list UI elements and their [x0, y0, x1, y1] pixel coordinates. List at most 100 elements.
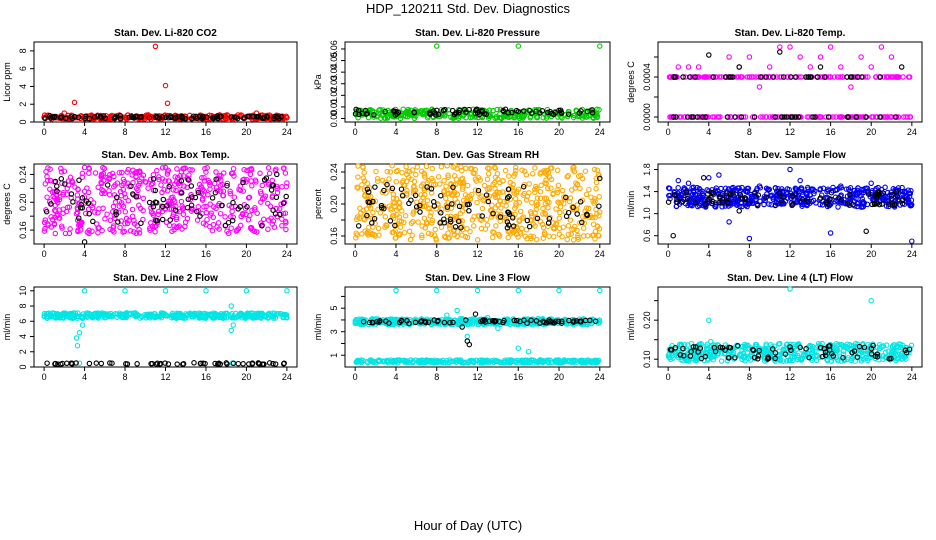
data-point-primary: [205, 177, 211, 184]
data-point-primary: [388, 207, 394, 213]
data-point-primary: [229, 208, 235, 215]
data-point-secondary: [817, 64, 824, 70]
data-point-secondary: [172, 114, 179, 121]
data-point-secondary: [475, 187, 482, 194]
data-point-primary: [833, 114, 839, 120]
data-point-primary: [904, 114, 911, 120]
data-point-primary: [586, 186, 592, 193]
data-point-primary: [259, 182, 266, 189]
data-point-primary: [112, 199, 119, 205]
data-point-primary: [808, 114, 815, 120]
data-point-primary: [372, 198, 379, 204]
data-point-secondary: [680, 74, 686, 80]
data-point-primary: [484, 222, 491, 228]
data-point-primary: [119, 202, 125, 208]
data-point-primary: [374, 178, 381, 184]
data-point-secondary: [827, 196, 833, 202]
data-point-primary: [796, 74, 802, 80]
data-point-primary: [532, 165, 538, 171]
data-point-primary: [451, 228, 457, 235]
data-point-primary: [560, 224, 566, 230]
data-point-primary: [441, 177, 447, 184]
data-point-secondary: [505, 110, 511, 116]
data-point-primary: [481, 182, 488, 189]
data-point-secondary: [71, 113, 78, 120]
data-point-primary: [106, 187, 112, 194]
data-point-primary: [387, 169, 394, 175]
data-point-primary: [392, 227, 398, 234]
data-point-secondary: [392, 222, 398, 229]
data-point-primary: [124, 220, 131, 227]
data-point-primary: [220, 192, 227, 199]
data-point-primary: [784, 186, 791, 192]
x-tick-label: 16: [513, 249, 523, 259]
data-point-primary: [697, 194, 703, 200]
data-point-primary: [564, 236, 570, 243]
data-point-secondary: [129, 114, 136, 121]
data-point-primary: [542, 180, 548, 186]
data-point-primary: [107, 226, 113, 233]
data-point-secondary: [684, 114, 691, 120]
data-point-secondary: [722, 74, 729, 80]
data-point-primary: [516, 199, 523, 206]
data-point-secondary: [808, 74, 814, 80]
data-point-primary: [515, 43, 522, 49]
data-point-primary: [711, 114, 718, 120]
data-point-primary: [580, 233, 587, 239]
x-tick-label: 0: [353, 249, 358, 259]
data-point-primary: [581, 220, 588, 226]
data-point-secondary: [710, 74, 717, 80]
y-tick-label: 1.4: [642, 185, 652, 198]
data-point-primary: [122, 288, 128, 294]
data-point-primary: [245, 217, 252, 223]
data-point-primary: [399, 208, 405, 214]
data-point-primary: [355, 163, 361, 169]
data-point-primary: [819, 202, 826, 208]
data-point-primary: [525, 348, 532, 355]
data-point-secondary: [241, 115, 248, 121]
data-point-secondary: [597, 175, 603, 182]
data-point-primary: [556, 287, 562, 294]
data-point-primary: [757, 114, 764, 120]
data-point-primary: [238, 213, 244, 220]
data-point-secondary: [877, 114, 883, 120]
plot-title: Stan. Dev. Line 3 Flow: [425, 273, 530, 284]
data-point-secondary: [188, 202, 195, 209]
data-point-primary: [583, 205, 590, 211]
data-point-primary: [550, 191, 556, 198]
data-point-primary: [883, 74, 890, 80]
plot-title: Stan. Dev. Li-820 Temp.: [735, 28, 846, 39]
x-tick-label: 16: [826, 249, 836, 259]
data-point-primary: [756, 183, 763, 189]
data-point-secondary: [235, 360, 242, 367]
data-point-primary: [213, 185, 220, 191]
data-point-primary: [550, 224, 557, 231]
data-point-secondary: [411, 109, 417, 115]
data-point-primary: [797, 54, 803, 60]
data-point-secondary: [456, 109, 462, 116]
data-point-secondary: [68, 191, 75, 197]
data-point-secondary: [399, 193, 406, 199]
data-point-primary: [243, 288, 250, 294]
data-point-primary: [532, 183, 539, 190]
data-point-primary: [698, 196, 704, 203]
data-point-primary: [201, 178, 208, 184]
data-point-primary: [95, 184, 101, 191]
data-point-primary: [517, 208, 524, 215]
data-point-primary: [868, 180, 874, 187]
data-point-primary: [495, 202, 501, 208]
data-point-primary: [396, 199, 402, 205]
data-point-secondary: [146, 114, 153, 121]
data-point-primary: [353, 235, 359, 241]
y-tick-label: 8: [18, 304, 28, 309]
data-point-secondary: [444, 204, 451, 210]
data-point-primary: [51, 189, 58, 196]
data-point-primary: [267, 203, 274, 210]
data-point-primary: [564, 174, 570, 180]
data-point-primary: [228, 303, 235, 309]
data-point-primary: [472, 176, 479, 182]
data-point-primary: [189, 167, 195, 173]
data-point-secondary: [274, 114, 280, 121]
data-point-primary: [882, 184, 888, 191]
data-point-primary: [86, 227, 92, 234]
